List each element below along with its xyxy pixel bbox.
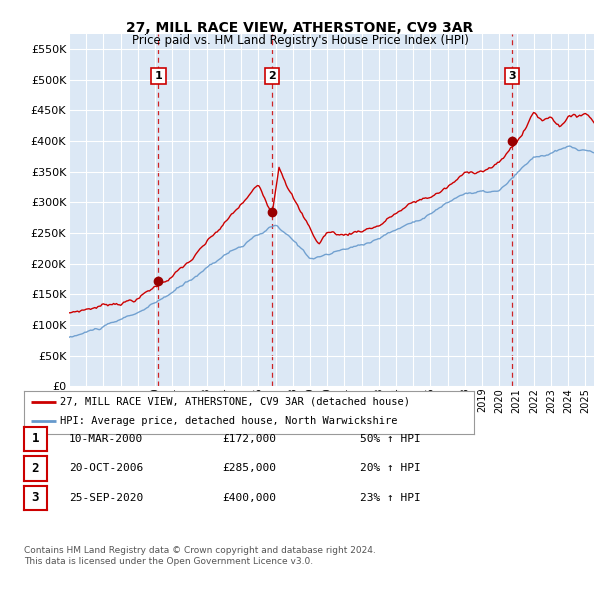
Text: 3: 3 (32, 491, 39, 504)
Text: 25-SEP-2020: 25-SEP-2020 (69, 493, 143, 503)
Text: £172,000: £172,000 (222, 434, 276, 444)
Text: 10-MAR-2000: 10-MAR-2000 (69, 434, 143, 444)
Text: 27, MILL RACE VIEW, ATHERSTONE, CV9 3AR (detached house): 27, MILL RACE VIEW, ATHERSTONE, CV9 3AR … (60, 397, 410, 407)
Text: 50% ↑ HPI: 50% ↑ HPI (360, 434, 421, 444)
Text: 2: 2 (268, 71, 276, 81)
Text: 20-OCT-2006: 20-OCT-2006 (69, 464, 143, 473)
Text: HPI: Average price, detached house, North Warwickshire: HPI: Average price, detached house, Nort… (60, 417, 398, 427)
Text: 20% ↑ HPI: 20% ↑ HPI (360, 464, 421, 473)
Text: This data is licensed under the Open Government Licence v3.0.: This data is licensed under the Open Gov… (24, 558, 313, 566)
Text: 1: 1 (154, 71, 162, 81)
Text: £285,000: £285,000 (222, 464, 276, 473)
Text: 2: 2 (32, 462, 39, 475)
Text: 3: 3 (508, 71, 516, 81)
Text: 1: 1 (32, 432, 39, 445)
Text: £400,000: £400,000 (222, 493, 276, 503)
Text: 27, MILL RACE VIEW, ATHERSTONE, CV9 3AR: 27, MILL RACE VIEW, ATHERSTONE, CV9 3AR (127, 21, 473, 35)
Text: 23% ↑ HPI: 23% ↑ HPI (360, 493, 421, 503)
Text: Contains HM Land Registry data © Crown copyright and database right 2024.: Contains HM Land Registry data © Crown c… (24, 546, 376, 555)
Text: Price paid vs. HM Land Registry's House Price Index (HPI): Price paid vs. HM Land Registry's House … (131, 34, 469, 47)
